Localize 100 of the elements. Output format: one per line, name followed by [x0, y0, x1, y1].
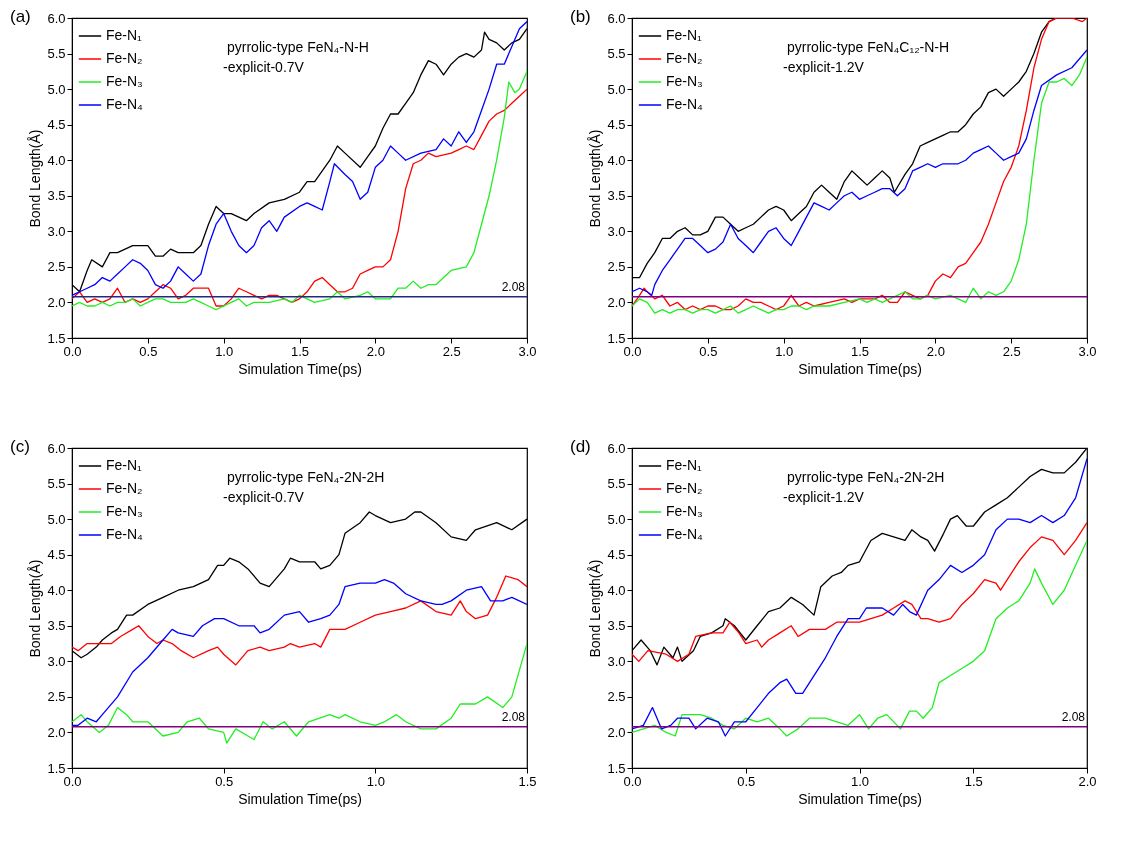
- x-tick-label: 0.5: [699, 343, 718, 359]
- x-tick-label: 0.0: [63, 773, 82, 789]
- y-tick-label: 5.0: [607, 81, 626, 97]
- x-tick-label: 1.0: [366, 773, 385, 789]
- x-axis-title: Simulation Time(ps): [238, 790, 362, 807]
- y-tick-label: 1.5: [607, 760, 626, 776]
- legend-label: Fe-N₂: [666, 480, 703, 496]
- line-series: [632, 522, 1087, 662]
- y-tick-label: 3.0: [607, 653, 626, 669]
- x-tick-label: 1.0: [850, 773, 870, 789]
- legend-label: Fe-N₂: [106, 480, 143, 496]
- annotation: -explicit-0.7V: [223, 489, 305, 505]
- legend-label: Fe-N₃: [106, 73, 143, 89]
- legend-label: Fe-N₄: [666, 526, 704, 542]
- y-tick-label: 4.5: [47, 117, 66, 133]
- y-axis-title: Bond Length(Å): [587, 129, 604, 228]
- legend-label: Fe-N₁: [106, 457, 143, 473]
- x-tick-label: 3.0: [518, 343, 537, 359]
- line-series: [632, 458, 1087, 737]
- y-tick-label: 3.5: [47, 188, 66, 204]
- y-axis-title: Bond Length(Å): [27, 559, 44, 658]
- y-tick-label: 6.0: [607, 440, 626, 456]
- x-tick-label: 0.0: [63, 343, 82, 359]
- y-tick-label: 2.0: [607, 724, 626, 740]
- y-tick-label: 4.0: [47, 582, 66, 598]
- line-series: [72, 575, 527, 666]
- legend-label: Fe-N₁: [666, 457, 703, 473]
- y-tick-label: 2.5: [47, 259, 66, 275]
- y-tick-label: 5.5: [607, 476, 626, 492]
- chart-title: (c): [10, 437, 30, 456]
- annotation: -explicit-1.2V: [783, 59, 865, 75]
- legend-label: Fe-N₂: [666, 50, 703, 66]
- y-axis-title: Bond Length(Å): [27, 129, 44, 228]
- x-axis-title: Simulation Time(ps): [238, 360, 362, 377]
- x-tick-label: 1.5: [850, 343, 870, 359]
- x-tick-label: 0.5: [215, 773, 234, 789]
- y-tick-label: 5.0: [607, 511, 626, 527]
- y-axis-title: Bond Length(Å): [587, 559, 604, 658]
- legend-label: Fe-N₄: [106, 96, 144, 112]
- ref-line-label: 2.08: [1061, 709, 1086, 724]
- annotation: -explicit-1.2V: [783, 489, 865, 505]
- legend-label: Fe-N₂: [106, 50, 143, 66]
- y-tick-label: 6.0: [607, 10, 626, 26]
- y-tick-label: 5.5: [47, 46, 66, 62]
- y-tick-label: 3.0: [607, 223, 626, 239]
- x-tick-label: 1.0: [215, 343, 234, 359]
- legend-label: Fe-N₁: [106, 27, 143, 43]
- x-tick-label: 1.5: [964, 773, 983, 789]
- y-tick-label: 2.5: [607, 259, 626, 275]
- x-tick-label: 0.5: [737, 773, 756, 789]
- chart-title: (d): [570, 437, 591, 456]
- legend-label: Fe-N₁: [666, 27, 703, 43]
- x-tick-label: 0.0: [623, 343, 642, 359]
- y-tick-label: 1.5: [607, 330, 626, 346]
- annotation: pyrrolic-type FeN₄-N-H: [227, 39, 369, 55]
- line-series: [632, 539, 1087, 737]
- x-tick-label: 3.0: [1078, 343, 1097, 359]
- y-tick-label: 4.0: [607, 152, 626, 168]
- y-tick-label: 2.0: [47, 724, 66, 740]
- annotation: -explicit-0.7V: [223, 59, 305, 75]
- y-tick-label: 4.0: [47, 152, 66, 168]
- x-tick-label: 1.5: [290, 343, 310, 359]
- x-axis-title: Simulation Time(ps): [798, 360, 922, 377]
- y-tick-label: 5.0: [47, 81, 66, 97]
- ref-line-label: 2.08: [501, 279, 526, 294]
- y-tick-label: 1.5: [47, 330, 66, 346]
- legend-label: Fe-N₃: [106, 503, 143, 519]
- y-tick-label: 3.5: [607, 618, 626, 634]
- line-series: [72, 642, 527, 744]
- x-tick-label: 2.5: [442, 343, 461, 359]
- legend-label: Fe-N₄: [106, 526, 144, 542]
- y-tick-label: 5.0: [47, 511, 66, 527]
- y-tick-label: 5.5: [47, 476, 66, 492]
- legend-label: Fe-N₄: [666, 96, 704, 112]
- y-tick-label: 4.5: [607, 117, 626, 133]
- y-tick-label: 3.5: [607, 188, 626, 204]
- x-tick-label: 0.0: [623, 773, 642, 789]
- x-tick-label: 2.0: [366, 343, 385, 359]
- x-tick-label: 0.5: [139, 343, 158, 359]
- x-tick-label: 1.0: [775, 343, 794, 359]
- ref-line-label: 2.08: [501, 709, 526, 724]
- y-tick-label: 3.0: [47, 653, 66, 669]
- annotation: pyrrolic-type FeN₄C₁₂-N-H: [787, 39, 950, 55]
- y-tick-label: 3.0: [47, 223, 66, 239]
- x-tick-label: 2.0: [926, 343, 945, 359]
- y-tick-label: 2.5: [47, 689, 66, 705]
- y-tick-label: 2.0: [607, 294, 626, 310]
- y-tick-label: 5.5: [607, 46, 626, 62]
- legend-label: Fe-N₃: [666, 503, 703, 519]
- chart-title: (a): [10, 7, 31, 26]
- x-tick-label: 2.0: [1078, 773, 1097, 789]
- line-series: [72, 578, 527, 726]
- y-tick-label: 3.5: [47, 618, 66, 634]
- x-axis-title: Simulation Time(ps): [798, 790, 922, 807]
- y-tick-label: 4.0: [607, 582, 626, 598]
- x-tick-label: 1.5: [518, 773, 537, 789]
- x-tick-label: 2.5: [1002, 343, 1021, 359]
- y-tick-label: 6.0: [47, 10, 66, 26]
- y-tick-label: 2.0: [47, 294, 66, 310]
- y-tick-label: 6.0: [47, 440, 66, 456]
